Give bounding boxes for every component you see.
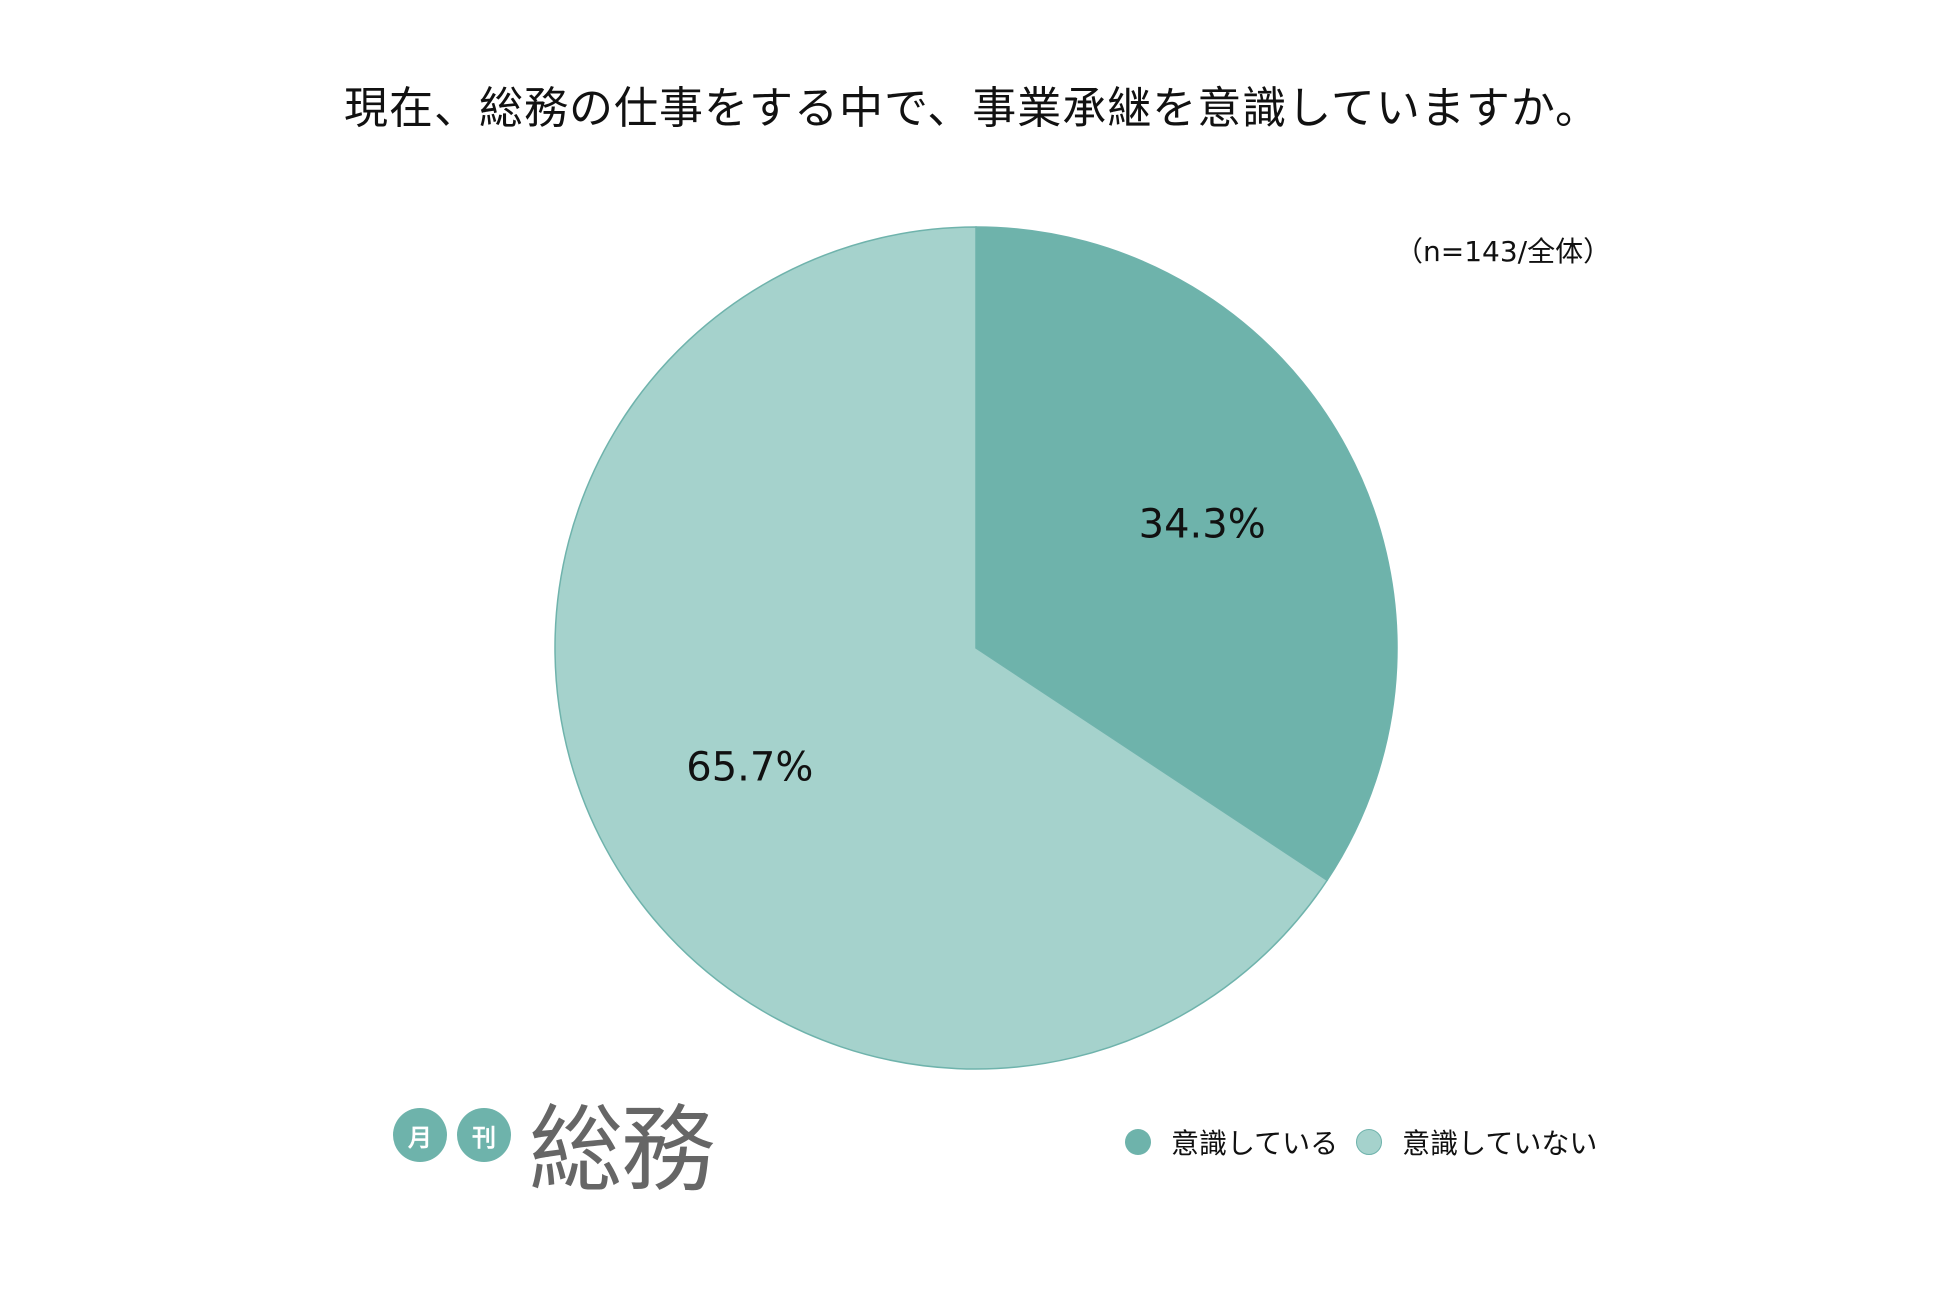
pie-slice-not-aware bbox=[554, 226, 1329, 1070]
legend-label-aware: 意識している bbox=[1171, 1127, 1339, 1160]
logo-badge-monthly: 月 bbox=[393, 1108, 447, 1162]
legend-label-not-aware: 意識していない bbox=[1402, 1127, 1598, 1160]
logo-wordmark: 総務 bbox=[529, 1096, 715, 1205]
chart-legend: 意識している 意識していない bbox=[1125, 1122, 1597, 1162]
legend-swatch-aware bbox=[1125, 1129, 1151, 1155]
legend-item-not-aware: 意識していない bbox=[1356, 1122, 1597, 1162]
chart-title: 現在、総務の仕事をする中で、事業承継を意識していますか。 bbox=[343, 83, 1601, 134]
sample-note: （n=143/全体） bbox=[1395, 235, 1612, 268]
pie-slices bbox=[554, 226, 1398, 1070]
legend-swatch-not-aware bbox=[1356, 1129, 1383, 1155]
legend-item-aware: 意識している bbox=[1125, 1122, 1338, 1162]
brand-logo: 月 刊 総務 bbox=[393, 1096, 715, 1205]
pie-label-aware: 34.3% bbox=[1139, 501, 1266, 547]
logo-badge-publication: 刊 bbox=[457, 1108, 511, 1162]
pie-labels: 34.3% 65.7% bbox=[686, 501, 1265, 790]
pie-label-not-aware: 65.7% bbox=[686, 745, 813, 791]
